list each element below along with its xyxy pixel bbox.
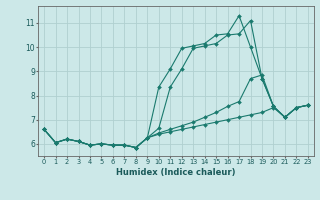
X-axis label: Humidex (Indice chaleur): Humidex (Indice chaleur) [116, 168, 236, 177]
